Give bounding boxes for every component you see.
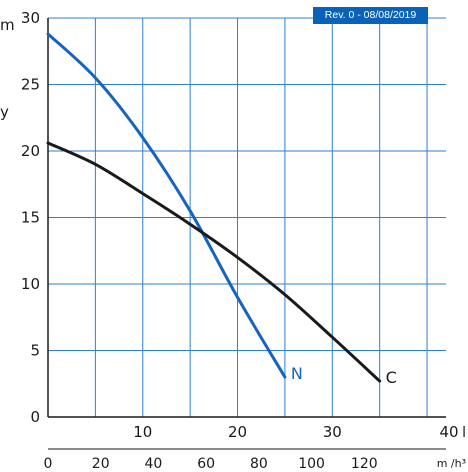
flow-tick-80: 80 bbox=[250, 456, 268, 472]
y-tick-20: 20 bbox=[21, 142, 40, 160]
y-tick-10: 10 bbox=[21, 275, 40, 293]
y-tick-0: 0 bbox=[30, 408, 40, 426]
axes bbox=[47, 18, 446, 450]
x-tick-40: 40 bbox=[439, 423, 458, 441]
left-edge-char-2: y bbox=[0, 103, 9, 121]
left-edge-char-1: m bbox=[0, 16, 15, 34]
y-tick-25: 25 bbox=[21, 76, 40, 94]
series-N-label: N bbox=[291, 364, 303, 383]
revision-badge: Rev. 0 - 08/08/2019 bbox=[313, 7, 428, 24]
flow-tick-120: 120 bbox=[351, 456, 378, 472]
x-unit-label: l bbox=[462, 425, 466, 441]
y-tick-5: 5 bbox=[30, 342, 40, 360]
flow-unit-label: m /h³ bbox=[437, 457, 466, 470]
x-tick-20: 20 bbox=[228, 423, 247, 441]
y-tick-15: 15 bbox=[21, 209, 40, 227]
series-C-line bbox=[46, 141, 382, 383]
flow-tick-20: 20 bbox=[92, 456, 110, 472]
x-tick-30: 30 bbox=[323, 423, 342, 441]
y-tick-30: 30 bbox=[21, 9, 40, 27]
series-N-line bbox=[46, 32, 287, 379]
x-tick-10: 10 bbox=[133, 423, 152, 441]
grid-lines bbox=[48, 17, 446, 417]
flow-tick-60: 60 bbox=[197, 456, 215, 472]
flow-tick-0: 0 bbox=[44, 456, 53, 472]
series-C-label: C bbox=[386, 368, 397, 387]
flow-tick-100: 100 bbox=[298, 456, 325, 472]
flow-tick-40: 40 bbox=[145, 456, 163, 472]
